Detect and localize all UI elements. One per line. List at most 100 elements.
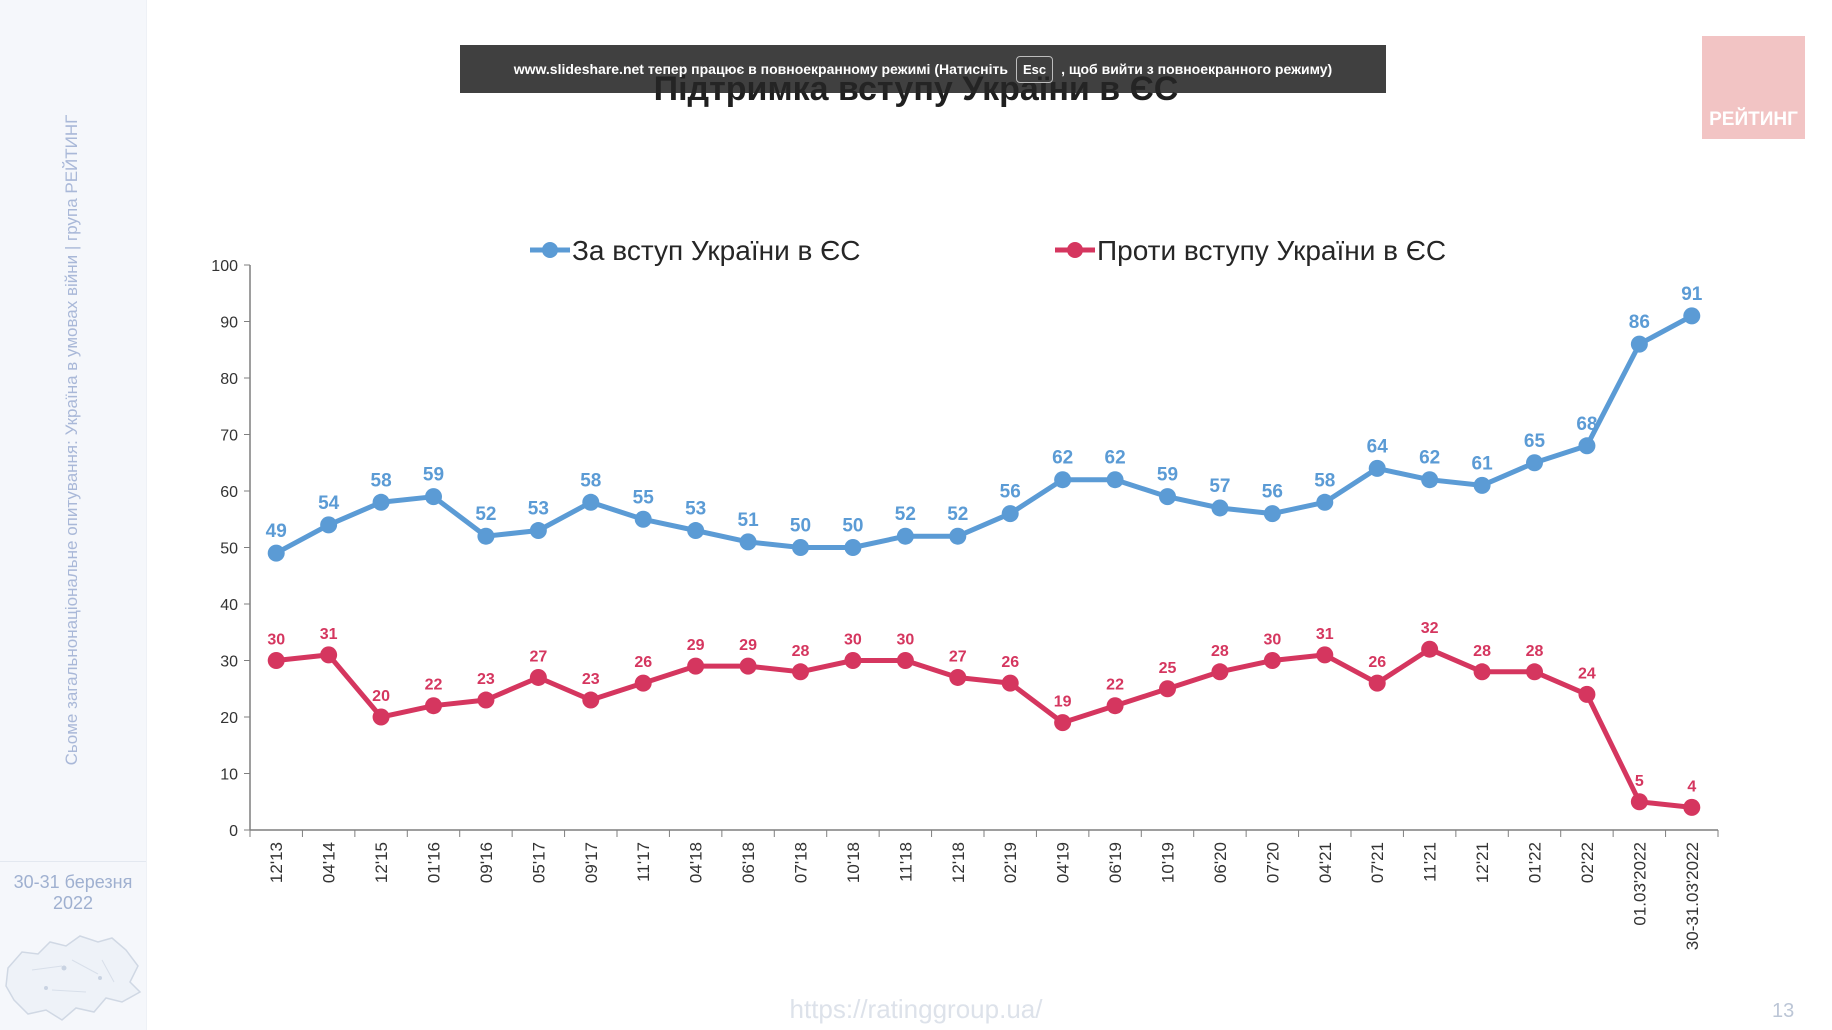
data-label: 30	[1263, 632, 1281, 649]
data-point	[687, 657, 705, 675]
data-label: 30	[896, 632, 914, 649]
data-label: 50	[842, 516, 863, 537]
x-tick-label: 09'16	[477, 842, 496, 883]
data-label: 54	[318, 493, 340, 514]
data-label: 49	[266, 521, 287, 542]
data-label: 24	[1578, 665, 1596, 682]
x-tick-label: 12'21	[1473, 842, 1492, 883]
data-point	[1578, 685, 1596, 703]
data-point	[1316, 646, 1334, 664]
data-point	[792, 539, 809, 556]
data-label: 25	[1159, 660, 1177, 677]
data-point	[844, 539, 862, 556]
data-point	[320, 646, 338, 664]
y-tick-label: 80	[220, 371, 238, 388]
data-label: 32	[1421, 620, 1439, 637]
x-tick-label: 04'21	[1316, 842, 1335, 883]
data-point	[1263, 652, 1281, 669]
data-point	[320, 516, 338, 534]
data-label: 29	[687, 637, 705, 654]
legend-against-label: Проти вступу України в ЄС	[1097, 235, 1446, 266]
data-label: 91	[1681, 284, 1703, 305]
line-chart: За вступ України в ЄС Проти вступу Украї…	[211, 235, 1719, 950]
data-label: 5	[1635, 773, 1644, 790]
y-tick-label: 0	[229, 823, 238, 840]
data-label: 86	[1629, 312, 1650, 333]
data-point	[582, 493, 600, 511]
data-point	[1421, 471, 1439, 489]
survey-date: 30-31 березня 2022	[0, 872, 146, 914]
series-for: 49 54 58 59 52 53 58 55 53 51 50 50 52 52 56 62 62 59 57 56…	[266, 284, 1703, 562]
data-label: 31	[1316, 626, 1334, 643]
x-tick-label: 04'18	[687, 842, 706, 883]
ukraine-map-icon	[5, 935, 142, 1021]
y-tick-label: 10	[220, 767, 238, 784]
data-point	[425, 697, 442, 715]
data-point	[1630, 793, 1648, 811]
data-label: 59	[423, 465, 444, 486]
data-label: 30	[267, 632, 285, 649]
data-point	[1578, 437, 1596, 455]
x-tick-label: 02'19	[1001, 842, 1020, 883]
data-point	[844, 652, 862, 669]
data-point	[1001, 674, 1019, 692]
data-point	[372, 493, 390, 511]
y-tick-label: 40	[220, 597, 238, 614]
x-tick-label: 11'18	[896, 842, 915, 882]
data-label: 4	[1687, 778, 1696, 795]
rating-logo: РЕЙТИНГ	[1702, 36, 1805, 139]
legend-for-marker	[542, 242, 558, 258]
data-point	[529, 522, 547, 540]
data-label: 23	[477, 671, 495, 688]
data-point	[1368, 674, 1386, 692]
x-tick-label: 11'21	[1421, 842, 1440, 882]
data-point	[1106, 697, 1124, 715]
y-tick-label: 70	[220, 428, 238, 445]
x-tick-label: 05'17	[529, 842, 548, 883]
x-tick-label: 02'22	[1578, 842, 1597, 883]
sidebar-divider	[0, 861, 146, 862]
data-label: 68	[1576, 414, 1597, 435]
page-number: 13	[1772, 1000, 1795, 1022]
series-line	[275, 313, 1693, 556]
x-tick-label: 06'19	[1106, 842, 1125, 883]
chart-axes: 0 10 20 30 40 50 60 70 80 90 100 12'13 04'14 12'15 01'…	[211, 258, 1719, 950]
x-tick-label: 06'18	[739, 842, 758, 883]
data-point	[582, 691, 600, 709]
data-point	[687, 522, 705, 540]
data-label: 29	[739, 637, 757, 654]
y-tick-label: 100	[211, 258, 238, 275]
x-tick-label: 06'20	[1211, 842, 1230, 883]
data-label: 58	[371, 470, 392, 491]
data-point	[949, 527, 967, 545]
x-tick-label: 12'15	[372, 842, 391, 883]
x-tick-label: 30-31.03'2022	[1683, 842, 1702, 950]
data-label: 22	[1106, 677, 1124, 694]
legend-against-marker	[1067, 242, 1083, 258]
data-label: 62	[1419, 448, 1440, 469]
data-point	[267, 544, 285, 562]
x-tick-label: 10'18	[844, 842, 863, 883]
data-point	[477, 691, 495, 709]
data-label: 62	[1105, 448, 1126, 469]
data-point	[477, 527, 495, 545]
data-label: 28	[792, 643, 810, 660]
data-point	[1316, 493, 1334, 511]
data-label: 65	[1524, 431, 1546, 452]
data-label: 27	[949, 648, 967, 665]
data-label: 28	[1211, 643, 1229, 660]
data-point	[1159, 488, 1176, 506]
x-tick-label: 01'22	[1526, 842, 1545, 883]
data-label: 28	[1473, 643, 1491, 660]
data-point	[529, 668, 547, 686]
data-label: 27	[529, 648, 547, 665]
data-label: 26	[1368, 654, 1386, 671]
legend-for-label: За вступ України в ЄС	[572, 235, 861, 266]
data-point	[1526, 454, 1543, 472]
data-point	[1106, 471, 1124, 489]
data-point	[1526, 663, 1543, 681]
data-point	[1211, 499, 1229, 517]
y-tick-label: 60	[220, 484, 238, 501]
data-label: 28	[1526, 643, 1544, 660]
